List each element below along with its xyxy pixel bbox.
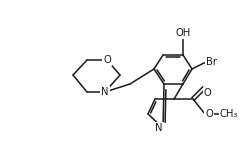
Text: OH: OH bbox=[175, 28, 191, 38]
Text: Br: Br bbox=[206, 57, 217, 67]
Text: N: N bbox=[101, 87, 109, 97]
Text: N: N bbox=[156, 123, 163, 133]
Text: CH₃: CH₃ bbox=[220, 109, 238, 119]
Text: O: O bbox=[103, 55, 111, 65]
Text: O: O bbox=[205, 109, 213, 119]
Text: O: O bbox=[204, 88, 212, 98]
